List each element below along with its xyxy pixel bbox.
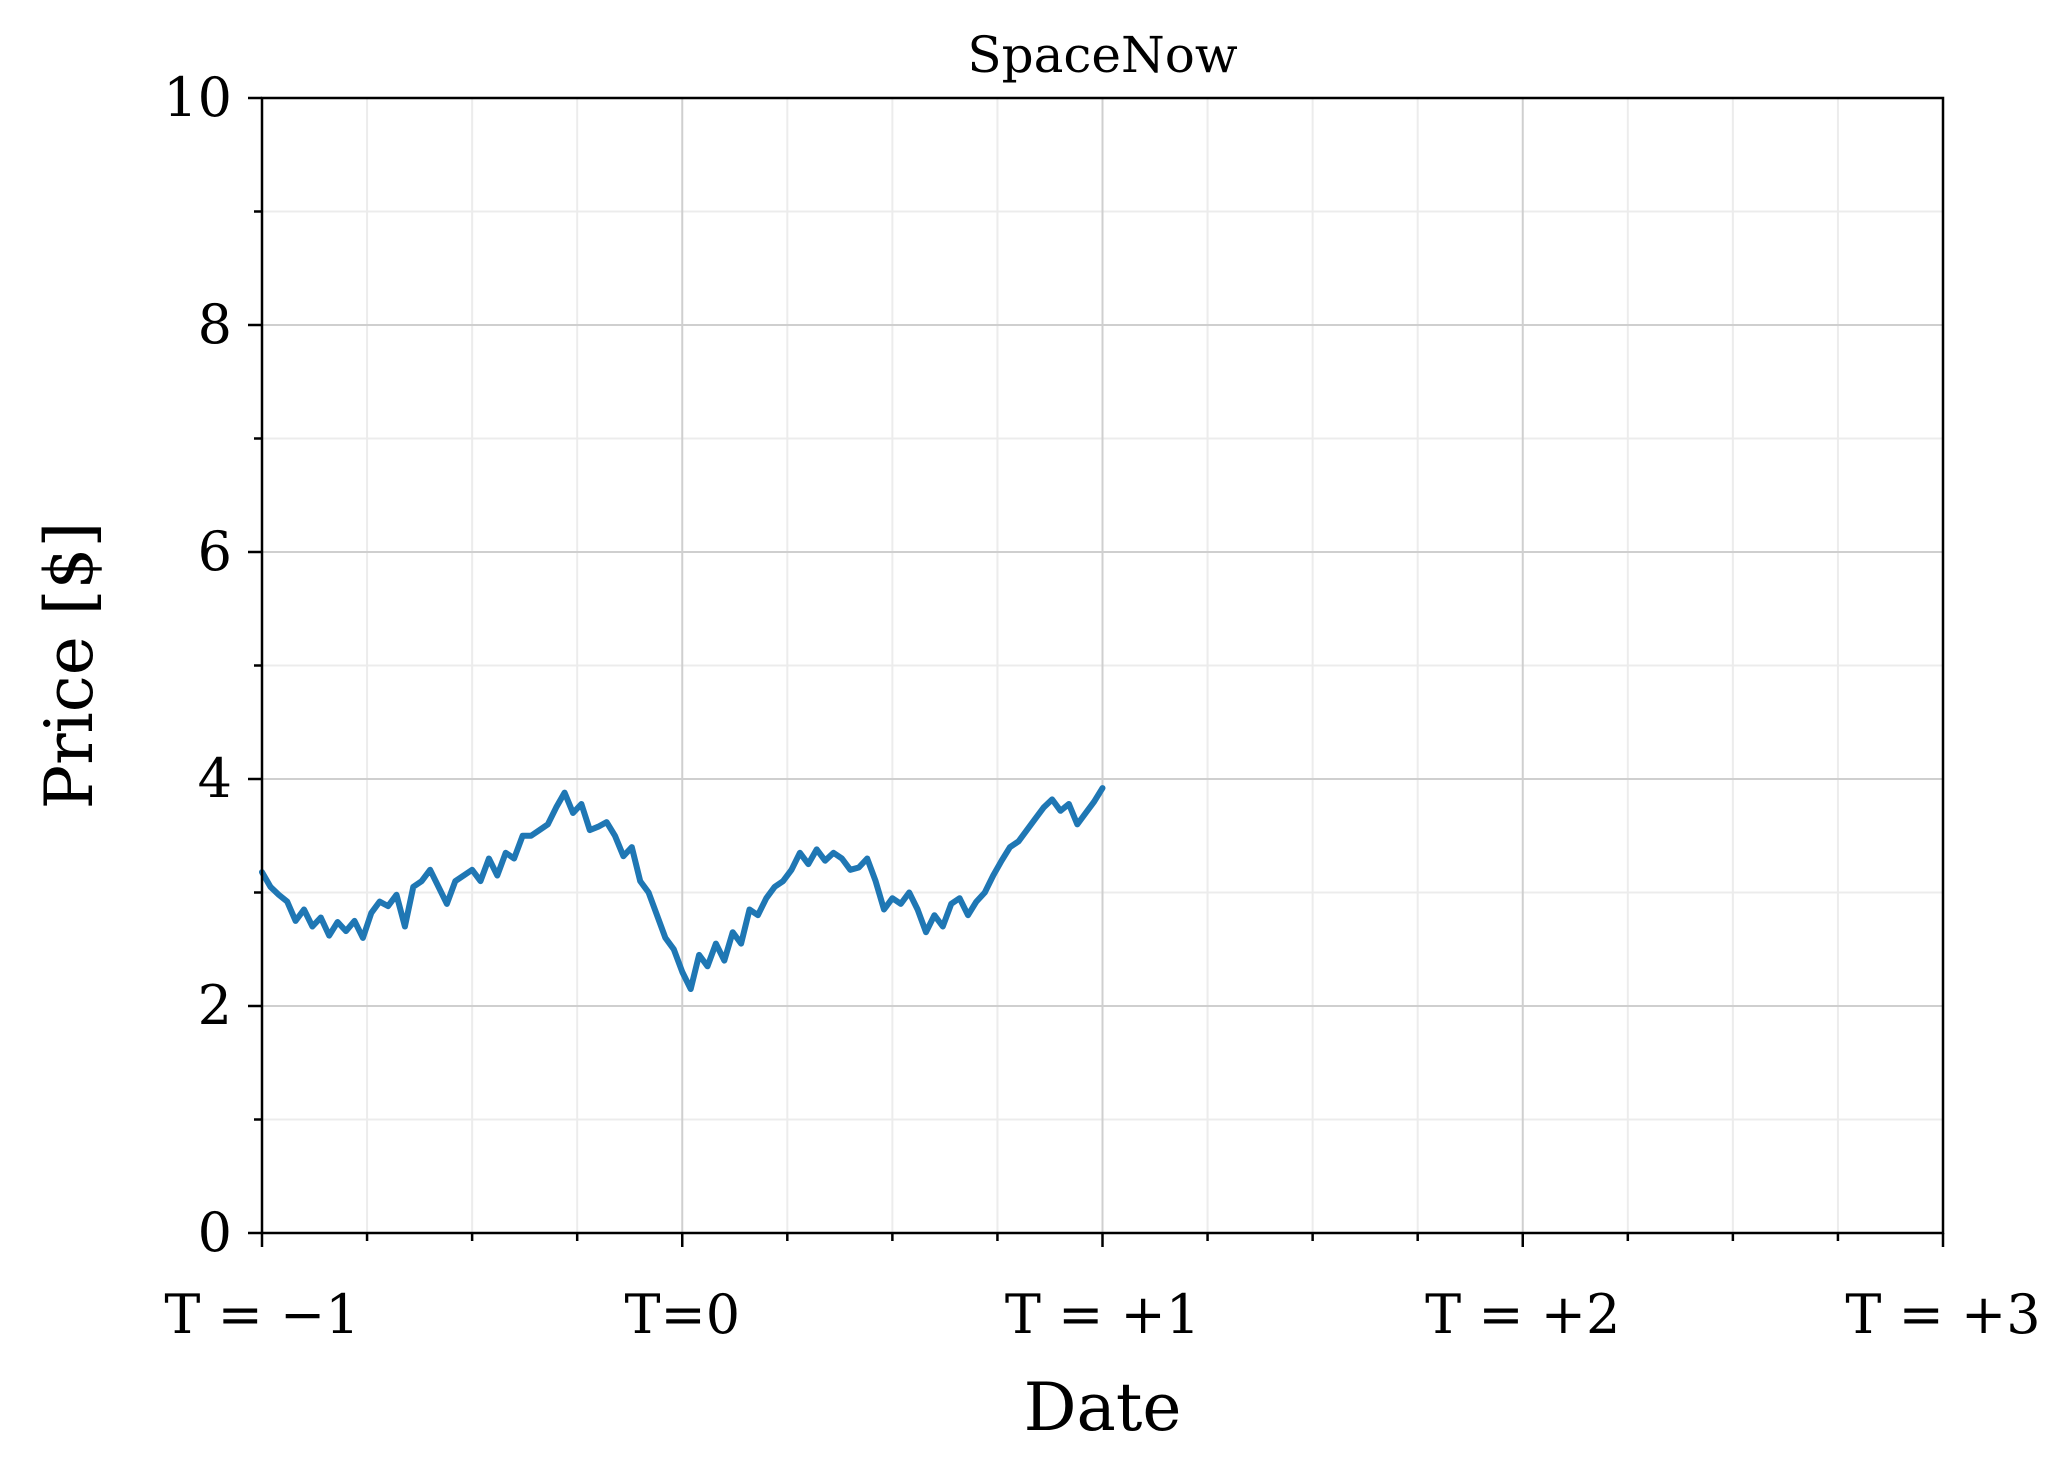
y-axis-label: Price [$]	[31, 522, 108, 810]
x-tick-label: T = −1	[164, 1283, 359, 1346]
y-tick-label: 8	[198, 293, 232, 356]
x-axis-label: Date	[1024, 1369, 1182, 1446]
y-tick-label: 4	[198, 747, 232, 810]
series-layer	[259, 785, 1106, 992]
y-tick-labels: 0 2 4 6 8 10	[163, 66, 232, 1264]
tick-marks	[248, 96, 1945, 1247]
x-tick-label: T = +2	[1425, 1283, 1620, 1346]
y-tick-label: 2	[198, 974, 232, 1037]
y-tick-label: 10	[163, 66, 232, 129]
x-tick-label: T = +3	[1845, 1283, 2040, 1346]
y-tick-label: 0	[198, 1201, 232, 1264]
price-series-line	[259, 785, 1106, 992]
x-tick-label: T = +1	[1005, 1283, 1200, 1346]
x-tick-label: T=0	[624, 1283, 740, 1346]
chart-title: SpaceNow	[967, 26, 1238, 84]
x-tick-labels: T = −1 T=0 T = +1 T = +2 T = +3	[164, 1283, 2040, 1346]
y-tick-label: 6	[198, 520, 232, 583]
